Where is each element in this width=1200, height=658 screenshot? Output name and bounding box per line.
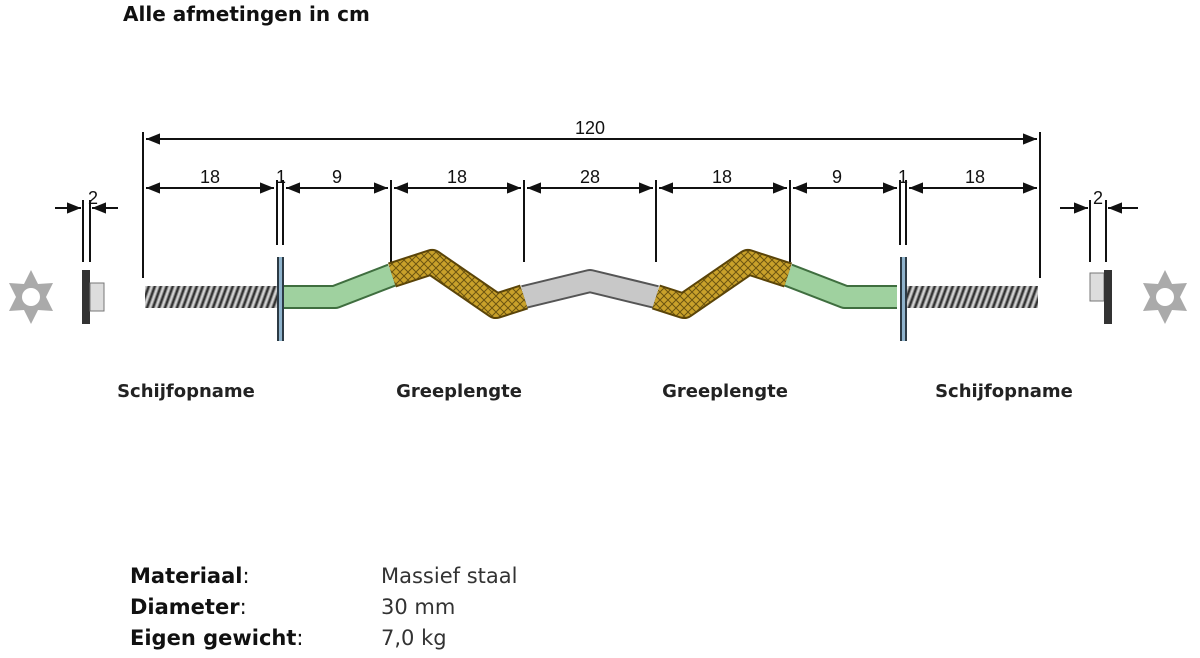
- star-nut-right-icon: [1143, 270, 1187, 324]
- center-section: [521, 271, 659, 307]
- label-grip-left: Greeplengte: [396, 381, 522, 402]
- dim-label-collar: 2: [1093, 188, 1103, 208]
- grip-right: [652, 251, 792, 317]
- star-nut-left-icon: [9, 270, 53, 324]
- dim-label: 18: [447, 167, 467, 187]
- spec-key: Diameter: [130, 595, 240, 619]
- dim-label: 18: [712, 167, 732, 187]
- dim-label: 18: [965, 167, 985, 187]
- spec-value: 7,0 kg: [381, 626, 447, 650]
- thread-left: [145, 286, 278, 308]
- dim-label: 9: [332, 167, 342, 187]
- collar-left: [82, 270, 105, 324]
- collar-right: [1089, 270, 1112, 324]
- label-sleeve-left: Schijfopname: [117, 381, 255, 402]
- dim-label: 28: [580, 167, 600, 187]
- dim-label: 1: [898, 167, 908, 187]
- thread-right: [904, 286, 1038, 308]
- grip-left: [388, 251, 528, 317]
- spec-value: Massief staal: [381, 564, 518, 588]
- dim-label: 1: [276, 167, 286, 187]
- diagram-title: Alle afmetingen in cm: [123, 2, 370, 26]
- spec-key: Materiaal: [130, 564, 243, 588]
- dim-label: 9: [832, 167, 842, 187]
- sleeve-right: [784, 265, 897, 307]
- spec-value: 30 mm: [381, 595, 456, 619]
- label-sleeve-right: Schijfopname: [935, 381, 1073, 402]
- barbell: [145, 249, 1038, 341]
- dim-label: 18: [200, 167, 220, 187]
- label-grip-right: Greeplengte: [662, 381, 788, 402]
- spec-key: Eigen gewicht: [130, 626, 297, 650]
- sleeve-left: [283, 265, 396, 307]
- spec-row: Eigen gewicht: 7,0 kg: [130, 626, 447, 650]
- spec-row: Materiaal: Massief staal: [130, 564, 518, 588]
- dim-label-collar: 2: [88, 188, 98, 208]
- spec-row: Diameter: 30 mm: [130, 595, 456, 619]
- dim-total-label: 120: [575, 118, 605, 138]
- dimension-lines: [55, 132, 1138, 278]
